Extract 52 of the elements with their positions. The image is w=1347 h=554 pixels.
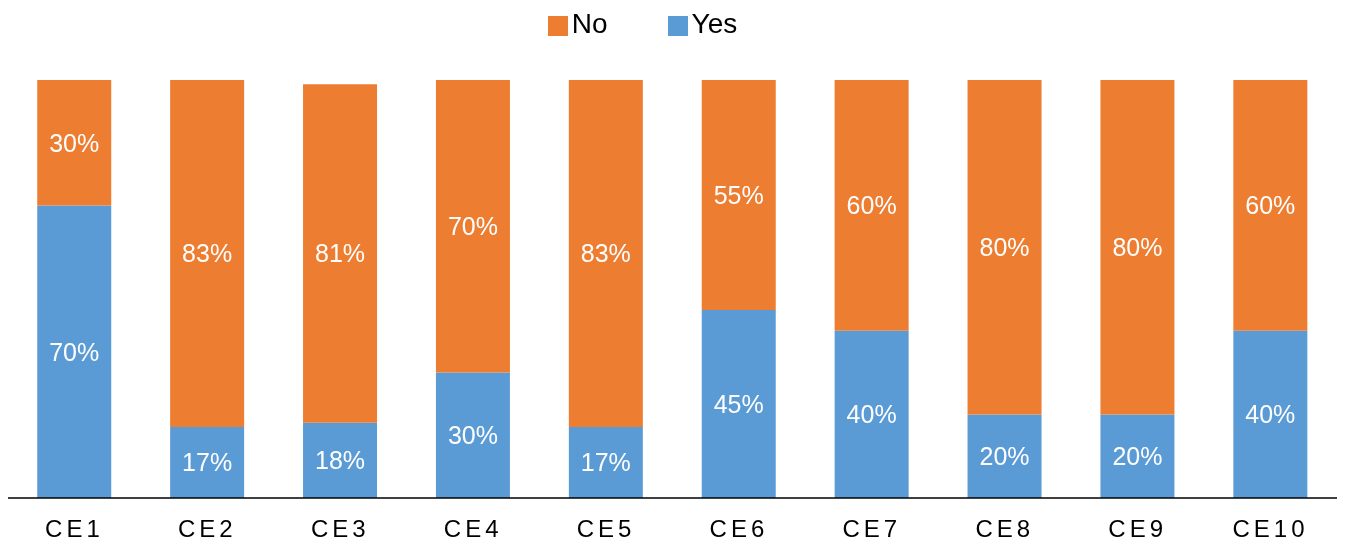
data-label: 17% bbox=[182, 448, 233, 477]
x-tick-label: CE6 bbox=[709, 515, 769, 543]
data-label: 17% bbox=[580, 448, 631, 477]
bar bbox=[834, 330, 909, 498]
x-tick-label: CE10 bbox=[1232, 515, 1309, 543]
x-tick-label: CE9 bbox=[1108, 515, 1167, 543]
bar bbox=[1233, 330, 1308, 498]
bar bbox=[1233, 80, 1308, 331]
data-label: 30% bbox=[447, 421, 498, 450]
legend-label: No bbox=[571, 8, 608, 39]
x-tick-label: CE7 bbox=[842, 515, 902, 543]
bar bbox=[170, 426, 245, 498]
bar bbox=[303, 422, 378, 498]
bar bbox=[701, 309, 776, 498]
bar bbox=[435, 372, 510, 498]
data-label: 20% bbox=[1112, 442, 1163, 471]
x-tick-label: CE3 bbox=[310, 515, 370, 543]
data-label: 20% bbox=[979, 442, 1030, 471]
data-label: 80% bbox=[1112, 233, 1163, 262]
data-label: 40% bbox=[846, 400, 897, 429]
x-tick-label: CE5 bbox=[576, 515, 636, 543]
data-label: 80% bbox=[979, 233, 1030, 262]
bar bbox=[170, 80, 245, 427]
bar bbox=[568, 80, 643, 427]
data-label: 83% bbox=[182, 239, 233, 268]
bar bbox=[37, 80, 112, 206]
data-label: 18% bbox=[315, 446, 366, 475]
bar bbox=[834, 80, 909, 331]
data-label: 60% bbox=[1245, 191, 1296, 220]
bar bbox=[1100, 414, 1175, 498]
bar bbox=[37, 205, 112, 498]
bar bbox=[967, 414, 1042, 498]
data-label: 45% bbox=[713, 389, 764, 418]
bar bbox=[303, 84, 378, 423]
bar bbox=[967, 80, 1042, 415]
bar bbox=[435, 80, 510, 373]
data-label: 60% bbox=[846, 191, 897, 220]
data-label: 40% bbox=[1245, 400, 1296, 429]
legend-label: Yes bbox=[691, 8, 738, 39]
x-tick-label: CE1 bbox=[45, 515, 104, 543]
bar bbox=[1100, 80, 1175, 415]
data-label: 81% bbox=[315, 239, 366, 268]
x-tick-label: CE4 bbox=[443, 515, 503, 543]
data-label: 30% bbox=[49, 128, 100, 157]
x-tick-label: CE2 bbox=[178, 515, 237, 543]
data-label: 70% bbox=[447, 212, 498, 241]
data-label: 55% bbox=[713, 180, 764, 209]
data-label: 70% bbox=[49, 337, 100, 366]
data-label: 83% bbox=[580, 239, 631, 268]
bar bbox=[568, 426, 643, 498]
bar bbox=[701, 80, 776, 310]
x-tick-label: CE8 bbox=[975, 515, 1035, 543]
